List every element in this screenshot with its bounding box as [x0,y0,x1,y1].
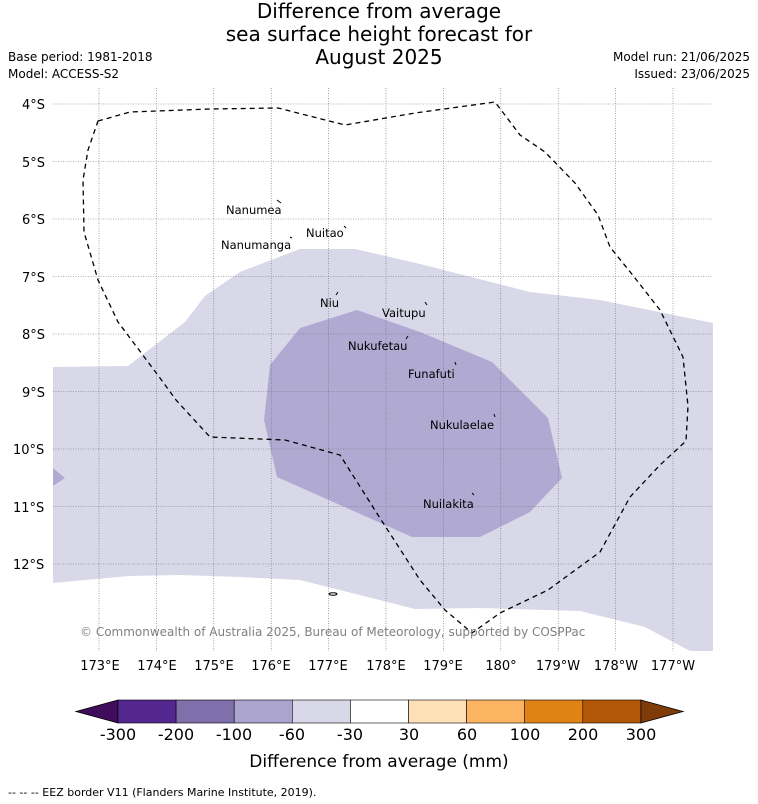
longitude-labels: 173°E 174°E 175°E 176°E 177°E 178°E 179°… [80,659,695,674]
colorbar-label: -60 [279,725,305,744]
place-label: Vaitupu [382,306,426,320]
anomaly-band-mid [264,310,562,537]
colorbar-segment [524,699,584,724]
colorbar-label: -200 [158,725,194,744]
place-labels: Nanumea Nuitao Nanumanga Niu Vaitupu Nuk… [221,203,494,511]
colorbar-segment [117,699,177,724]
colorbar-title: Difference from average (mm) [249,752,508,772]
colorbar-label: 100 [510,725,541,744]
lon-label: 179°E [423,659,463,674]
lon-label: 177°E [308,659,348,674]
lon-label: 178°E [366,659,406,674]
island-niu [335,291,339,296]
colorbar-segment [408,699,467,724]
island-nuitao [343,225,347,229]
lat-label: 5°S [22,156,45,171]
title-line-3: August 2025 [315,45,443,69]
lon-label: 176°E [251,659,291,674]
island-vaitupu [424,301,428,306]
graticule [53,88,713,651]
colorbar-label: -100 [216,725,252,744]
model-run: Model run: 21/06/2025 [612,50,750,64]
lon-label: 173°E [80,659,120,674]
chart-title: Difference from average sea surface heig… [0,0,758,69]
colorbar-label: -300 [100,725,136,744]
anomaly-shading [53,249,713,651]
colorbar-segment [233,699,293,724]
lon-label: 177°W [651,659,695,674]
place-label: Funafuti [408,367,455,381]
lon-label: 180° [485,659,516,674]
colorbar-segment [466,699,526,724]
run-info: Model run: 21/06/2025 Issued: 23/06/2025 [613,49,750,83]
lon-label: 179°W [536,659,580,674]
latitude-labels: 4°S 5°S 6°S 7°S 8°S 9°S 10°S 11°S 12°S [13,98,45,573]
title-line-1: Difference from average [256,0,502,23]
lat-label: 12°S [13,558,44,573]
eez-border [82,101,689,634]
lat-label: 11°S [13,501,44,516]
issued-date: Issued: 23/06/2025 [634,67,750,81]
place-label: Nuilakita [423,497,474,511]
place-label: Nukulaelae [430,418,494,432]
colorbar-label: 30 [399,725,419,744]
place-label: Nuitao [306,226,344,240]
eez-footnote: -- -- -- EEZ border V11 (Flanders Marine… [8,786,317,799]
place-label: Niu [320,296,339,310]
islands [276,199,496,596]
colorbar-segment [291,699,351,724]
lon-label: 174°E [137,659,177,674]
island-nukufetau [405,335,409,340]
island-nukulaelae [493,413,496,418]
island-funafuti [454,361,457,366]
island-nanumea [276,199,282,204]
lat-label: 10°S [13,443,44,458]
anomaly-band-edge [53,468,65,486]
colorbar-segment [582,699,642,724]
colorbar-segment [350,699,409,724]
base-period: Base period: 1981-2018 [8,50,153,64]
lat-label: 8°S [22,328,45,343]
island-nanumanga [289,236,293,239]
place-label: Nukufetau [348,339,407,353]
colorbar-label: -30 [337,725,363,744]
model-name: Model: ACCESS-S2 [8,67,120,81]
lat-label: 9°S [22,386,45,401]
lat-label: 7°S [22,271,45,286]
colorbar-max-arrow [640,699,685,724]
colorbar-labels: -300 -200 -100 -60 -30 30 60 100 200 300 [100,725,656,744]
colorbar-label: 300 [626,725,657,744]
copyright-notice: © Commonwealth of Australia 2025, Bureau… [80,625,585,639]
lon-label: 175°E [194,659,234,674]
reef-outline [328,592,338,596]
place-label: Nanumea [226,203,282,217]
lat-label: 4°S [22,98,45,113]
colorbar [74,699,685,724]
colorbar-segment [175,699,235,724]
colorbar-label: 200 [568,725,599,744]
colorbar-label: 60 [457,725,477,744]
base-info: Base period: 1981-2018 Model: ACCESS-S2 [8,49,153,83]
place-label: Nanumanga [221,238,291,252]
colorbar-min-arrow [74,699,119,724]
lon-label: 178°W [594,659,638,674]
lat-label: 6°S [22,213,45,228]
island-nuilakita [471,492,475,496]
title-line-2: sea surface height forecast for [225,22,533,46]
